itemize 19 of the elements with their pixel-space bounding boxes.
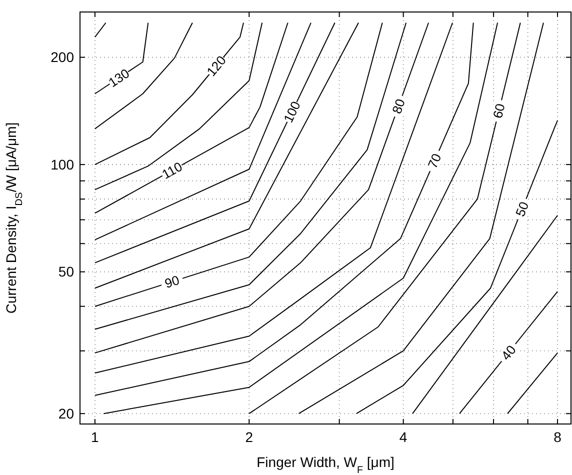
y-tick-label: 200	[50, 49, 74, 66]
text: 90	[162, 272, 182, 292]
text: 100	[280, 98, 304, 125]
text: 130	[106, 66, 132, 90]
text: 60	[490, 102, 508, 120]
text: 70	[424, 151, 444, 171]
x-tick-label: 4	[399, 429, 408, 445]
x-axis-title: Finger Width, W$_{F}$ [μm]	[256, 454, 394, 475]
y-tick-label: 20	[58, 406, 74, 422]
x-tick-label: 8	[554, 429, 562, 445]
text: 80	[389, 96, 408, 116]
text: 40	[498, 342, 519, 363]
text: 110	[159, 158, 185, 182]
x-tick-label: 1	[91, 429, 100, 445]
x-tick-label: 2	[245, 429, 254, 445]
text: 120	[204, 52, 229, 80]
y-tick-label: 50	[58, 264, 74, 280]
text: 50	[512, 200, 532, 219]
y-tick-label: 100	[50, 156, 74, 172]
